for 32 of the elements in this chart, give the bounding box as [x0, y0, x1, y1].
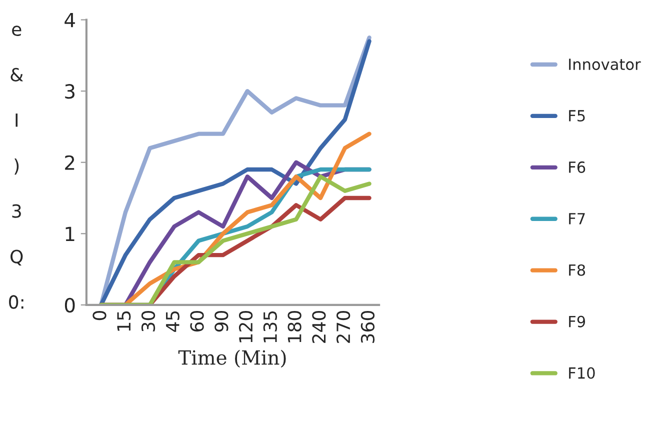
x-tick-label: 120 [238, 310, 253, 342]
legend-label: F5 [569, 110, 585, 122]
text: Q [10, 250, 23, 266]
x-tick-label: 135 [263, 311, 277, 342]
x-tick-label: 60 [190, 310, 204, 332]
legend-label: F10 [569, 367, 595, 379]
text: & [10, 68, 24, 82]
x-tick-label: 360 [360, 310, 375, 343]
x-tick-label: 90 [214, 310, 228, 332]
text: 3 [12, 204, 21, 218]
legend-label: F8 [569, 264, 586, 276]
text: e [12, 26, 22, 36]
x-tick-label: 15 [117, 311, 131, 331]
x-tick-label: 180 [288, 310, 302, 342]
text: I [16, 114, 18, 127]
y-tick-label: 4 [64, 13, 75, 28]
legend-label: F7 [569, 213, 585, 224]
x-axis-title: Time (Min) [178, 350, 286, 368]
y-tick-label: 3 [65, 84, 74, 99]
x-tick-label: 0 [92, 310, 106, 320]
y-tick-label: 2 [65, 155, 74, 170]
legend-label: Innovator [569, 58, 641, 70]
text: ) [14, 158, 19, 175]
y-tick-label: 0 [64, 298, 75, 313]
x-tick-label: 240 [312, 310, 326, 343]
x-tick-label: 45 [166, 311, 180, 332]
legend-label: F9 [569, 316, 586, 328]
x-tick-label: 30 [141, 310, 156, 332]
y-tick-label: 1 [66, 226, 74, 242]
x-tick-label: 270 [336, 310, 350, 343]
legend-label: F6 [569, 161, 586, 173]
text: 0: [9, 295, 24, 309]
